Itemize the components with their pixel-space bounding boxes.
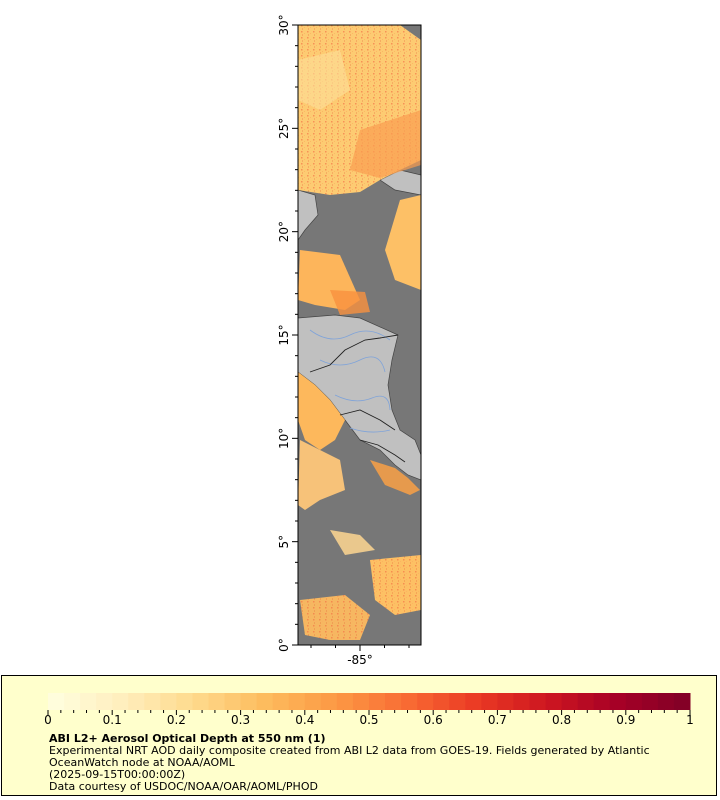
lat-label: 0° xyxy=(277,638,291,652)
colorbar-cell xyxy=(144,693,161,710)
colorbar: 0 0.1 0.2 0.3 0.4 0.5 0.6 0.7 0.8 0.9 1 xyxy=(44,693,694,727)
colorbar-cell xyxy=(96,693,113,710)
colorbar-cell xyxy=(545,693,563,710)
colorbar-labels: 0 0.1 0.2 0.3 0.4 0.5 0.6 0.7 0.8 0.9 1 xyxy=(44,713,694,727)
colorbar-cells xyxy=(48,693,691,710)
aod-field xyxy=(298,25,421,640)
colorbar-cell xyxy=(625,693,643,710)
country-borders xyxy=(309,334,406,463)
colorbar-cell xyxy=(529,693,547,710)
colorbar-cell xyxy=(481,693,498,710)
colorbar-cell xyxy=(609,693,627,710)
legend-description-line-1: Experimental NRT AOD daily composite cre… xyxy=(49,744,650,757)
lat-label: 25° xyxy=(277,118,291,139)
aod-map: 30° 25° 20° 15° 10° 5° 0° -85° xyxy=(277,14,422,667)
colorbar-cell xyxy=(128,693,145,710)
legend-description-line-2: OceanWatch node at NOAA/AOML xyxy=(49,756,235,769)
colorbar-cell xyxy=(272,693,290,710)
legend-text: ABI L2+ Aerosol Optical Depth at 550 nm … xyxy=(49,733,709,793)
lat-label: 15° xyxy=(277,324,291,345)
colorbar-cell xyxy=(352,693,370,710)
colorbar-label: 0.3 xyxy=(231,713,250,727)
colorbar-cell xyxy=(160,693,177,710)
colorbar-label: 0.9 xyxy=(616,713,635,727)
colorbar-cell xyxy=(192,693,209,710)
colorbar-cell xyxy=(336,693,354,710)
colorbar-label: 0.5 xyxy=(359,713,378,727)
colorbar-label: 0.8 xyxy=(552,713,571,727)
colorbar-cell xyxy=(497,693,514,710)
colorbar-cell xyxy=(385,693,402,710)
colorbar-label: 0.4 xyxy=(295,713,314,727)
map-area: 30° 25° 20° 15° 10° 5° 0° -85° xyxy=(277,14,422,667)
colorbar-cell xyxy=(288,693,306,710)
legend-credits: Data courtesy of USDOC/NOAA/OAR/AOML/PHO… xyxy=(49,780,318,793)
lon-label: -85° xyxy=(347,653,373,667)
colorbar-label: 0.2 xyxy=(167,713,186,727)
longitude-ticks xyxy=(310,645,410,651)
colorbar-cell xyxy=(401,693,418,710)
colorbar-cell xyxy=(577,693,595,710)
colorbar-cell xyxy=(80,693,97,710)
legend-title: ABI L2+ Aerosol Optical Depth at 550 nm … xyxy=(49,732,326,745)
colorbar-cell xyxy=(513,693,530,710)
colorbar-cell xyxy=(561,693,579,710)
colorbar-cell xyxy=(673,693,691,710)
lat-label: 5° xyxy=(277,535,291,549)
colorbar-cell xyxy=(433,693,450,710)
legend-date: (2025-09-15T00:00:00Z) xyxy=(49,768,186,781)
colorbar-label: 1 xyxy=(686,713,694,727)
colorbar-cell xyxy=(657,693,675,710)
latitude-labels: 30° 25° 20° 15° 10° 5° 0° xyxy=(277,14,291,651)
lat-label: 30° xyxy=(277,14,291,35)
colorbar-cell xyxy=(176,693,193,710)
colorbar-cell xyxy=(64,693,81,710)
colorbar-cell xyxy=(240,693,258,710)
colorbar-cell xyxy=(304,693,322,710)
colorbar-cell xyxy=(320,693,338,710)
longitude-labels: -85° xyxy=(347,653,373,667)
colorbar-cell xyxy=(112,693,129,710)
colorbar-cell xyxy=(256,693,274,710)
colorbar-cell xyxy=(48,693,65,710)
colorbar-cell xyxy=(208,693,226,710)
colorbar-label: 0 xyxy=(44,713,52,727)
map-plot-area xyxy=(298,25,421,645)
colorbar-cell xyxy=(593,693,611,710)
colorbar-cell xyxy=(369,693,386,710)
colorbar-cell xyxy=(417,693,434,710)
lat-label: 20° xyxy=(277,221,291,242)
colorbar-label: 0.7 xyxy=(488,713,507,727)
colorbar-cell xyxy=(641,693,659,710)
legend-panel: 0 0.1 0.2 0.3 0.4 0.5 0.6 0.7 0.8 0.9 1 ABI L2+ Ae… xyxy=(1,675,717,796)
colorbar-label: 0.6 xyxy=(424,713,443,727)
colorbar-cell xyxy=(465,693,482,710)
colorbar-ticks xyxy=(47,710,691,715)
colorbar-label: 0.1 xyxy=(103,713,122,727)
colorbar-cell xyxy=(224,693,242,710)
latitude-ticks xyxy=(292,24,298,646)
rivers xyxy=(309,329,391,433)
colorbar-cell xyxy=(449,693,466,710)
lat-label: 10° xyxy=(277,428,291,449)
